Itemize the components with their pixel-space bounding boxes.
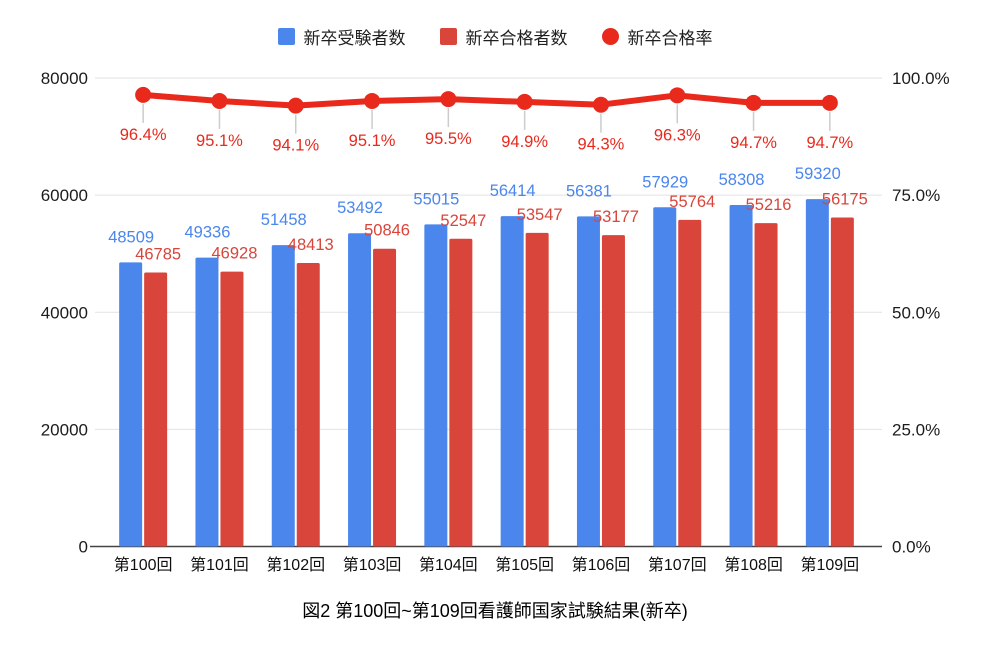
legend-item-examinees[interactable]: 新卒受験者数 — [277, 24, 406, 49]
legend-swatch-square-red-icon — [439, 28, 457, 45]
y2-axis-tick-label: 100.0% — [892, 69, 950, 88]
bar-passers[interactable] — [525, 232, 549, 547]
pass-rate-label: 94.3% — [578, 136, 625, 154]
y2-axis-tick-label: 0.0% — [892, 538, 931, 557]
pass-rate-label: 95.1% — [349, 132, 396, 150]
bar-value-label-passers: 50846 — [364, 222, 410, 240]
pass-rate-point[interactable] — [364, 92, 381, 109]
bar-value-label-passers: 46928 — [212, 245, 258, 263]
legend-swatch-circle-red-icon — [601, 28, 619, 45]
bar-passers[interactable] — [449, 238, 473, 547]
x-axis-tick-label: 第101回 — [190, 556, 249, 574]
bar-value-label-passers: 55216 — [746, 196, 792, 214]
bar-examinees[interactable] — [424, 224, 448, 547]
pass-rate-label: 94.9% — [501, 133, 548, 151]
bar-examinees[interactable] — [653, 207, 677, 547]
bar-value-label-passers: 55764 — [669, 193, 715, 211]
y2-axis-tick-label: 50.0% — [892, 303, 940, 322]
bar-value-label-passers: 48413 — [288, 236, 334, 254]
pass-rate-point[interactable] — [516, 93, 533, 110]
y-axis-tick-label: 60000 — [41, 186, 88, 205]
chart-caption: 図2 第100回~第109回看護師国家試験結果(新卒) — [302, 601, 688, 621]
bar-value-label-examinees: 53492 — [337, 199, 383, 217]
pass-rate-point[interactable] — [440, 91, 457, 108]
bar-examinees[interactable] — [729, 205, 753, 547]
chart-legend: 新卒受験者数 新卒合格者数 新卒合格率 — [0, 24, 990, 49]
legend-item-pass-rate[interactable]: 新卒合格率 — [601, 24, 713, 49]
bar-passers[interactable] — [601, 235, 625, 547]
x-axis-tick-label: 第100回 — [114, 556, 173, 574]
bar-passers[interactable] — [144, 272, 168, 547]
x-axis-tick-label: 第103回 — [343, 556, 402, 574]
pass-rate-point[interactable] — [669, 87, 686, 104]
bar-passers[interactable] — [754, 223, 778, 547]
legend-label-pass-rate: 新卒合格率 — [627, 29, 713, 48]
x-axis-tick-label: 第106回 — [572, 556, 631, 574]
x-axis-tick-label: 第102回 — [266, 556, 325, 574]
bar-passers[interactable] — [220, 271, 244, 547]
bar-examinees[interactable] — [805, 199, 829, 547]
pass-rate-point[interactable] — [135, 86, 152, 103]
x-axis-tick-label: 第109回 — [800, 556, 859, 574]
bar-passers[interactable] — [678, 219, 702, 547]
y2-axis-tick-label: 25.0% — [892, 420, 940, 439]
bar-value-label-examinees: 58308 — [719, 171, 765, 189]
legend-label-passers: 新卒合格者数 — [465, 29, 568, 48]
bar-examinees[interactable] — [119, 262, 143, 547]
pass-rate-label: 94.1% — [272, 137, 319, 155]
bar-examinees[interactable] — [348, 233, 372, 547]
pass-rate-point[interactable] — [745, 94, 762, 111]
y-axis-tick-label: 0 — [79, 538, 88, 557]
pass-rate-label: 96.4% — [120, 126, 167, 144]
x-axis-tick-label: 第105回 — [495, 556, 554, 574]
bar-examinees[interactable] — [576, 216, 600, 547]
bar-value-label-passers: 53177 — [593, 208, 639, 226]
pass-rate-label: 95.5% — [425, 130, 472, 148]
pass-rate-label: 96.3% — [654, 126, 701, 144]
pass-rate-label: 94.7% — [806, 134, 853, 152]
y-axis-tick-label: 80000 — [41, 69, 88, 88]
bar-examinees[interactable] — [500, 216, 524, 547]
pass-rate-label: 94.7% — [730, 134, 777, 152]
pass-rate-point[interactable] — [821, 94, 838, 111]
pass-rate-point[interactable] — [287, 97, 304, 114]
pass-rate-point[interactable] — [211, 92, 228, 109]
pass-rate-line[interactable] — [140, 91, 833, 109]
legend-swatch-square-blue-icon — [277, 28, 295, 45]
bar-value-label-passers: 46785 — [135, 246, 181, 264]
bar-value-label-examinees: 57929 — [642, 173, 688, 191]
bar-value-label-examinees: 51458 — [261, 211, 307, 229]
bar-value-label-examinees: 55015 — [413, 190, 459, 208]
legend-label-examinees: 新卒受験者数 — [303, 29, 406, 48]
y-axis-tick-label: 20000 — [41, 420, 88, 439]
x-axis-tick-label: 第104回 — [419, 556, 478, 574]
bar-value-label-passers: 53547 — [517, 206, 563, 224]
bar-passers[interactable] — [830, 217, 854, 547]
bar-value-label-examinees: 56414 — [490, 182, 536, 200]
y-axis-tick-label: 40000 — [41, 303, 88, 322]
bar-value-label-examinees: 56381 — [566, 182, 612, 200]
bar-examinees[interactable] — [195, 257, 219, 547]
x-axis-tick-label: 第107回 — [648, 556, 707, 574]
bar-value-label-examinees: 59320 — [795, 165, 841, 183]
x-axis-tick-label: 第108回 — [724, 556, 783, 574]
bar-value-label-examinees: 49336 — [185, 224, 231, 242]
bar-value-label-passers: 52547 — [440, 212, 486, 230]
pass-rate-point[interactable] — [592, 96, 609, 113]
bar-passers[interactable] — [373, 248, 397, 547]
bar-passers[interactable] — [296, 262, 320, 547]
bar-value-label-passers: 56175 — [822, 191, 868, 209]
bar-examinees[interactable] — [271, 245, 295, 547]
bar-value-label-examinees: 48509 — [108, 228, 154, 246]
legend-item-passers[interactable]: 新卒合格者数 — [439, 24, 568, 49]
pass-rate-label: 95.1% — [196, 132, 243, 150]
y2-axis-tick-label: 75.0% — [892, 186, 940, 205]
